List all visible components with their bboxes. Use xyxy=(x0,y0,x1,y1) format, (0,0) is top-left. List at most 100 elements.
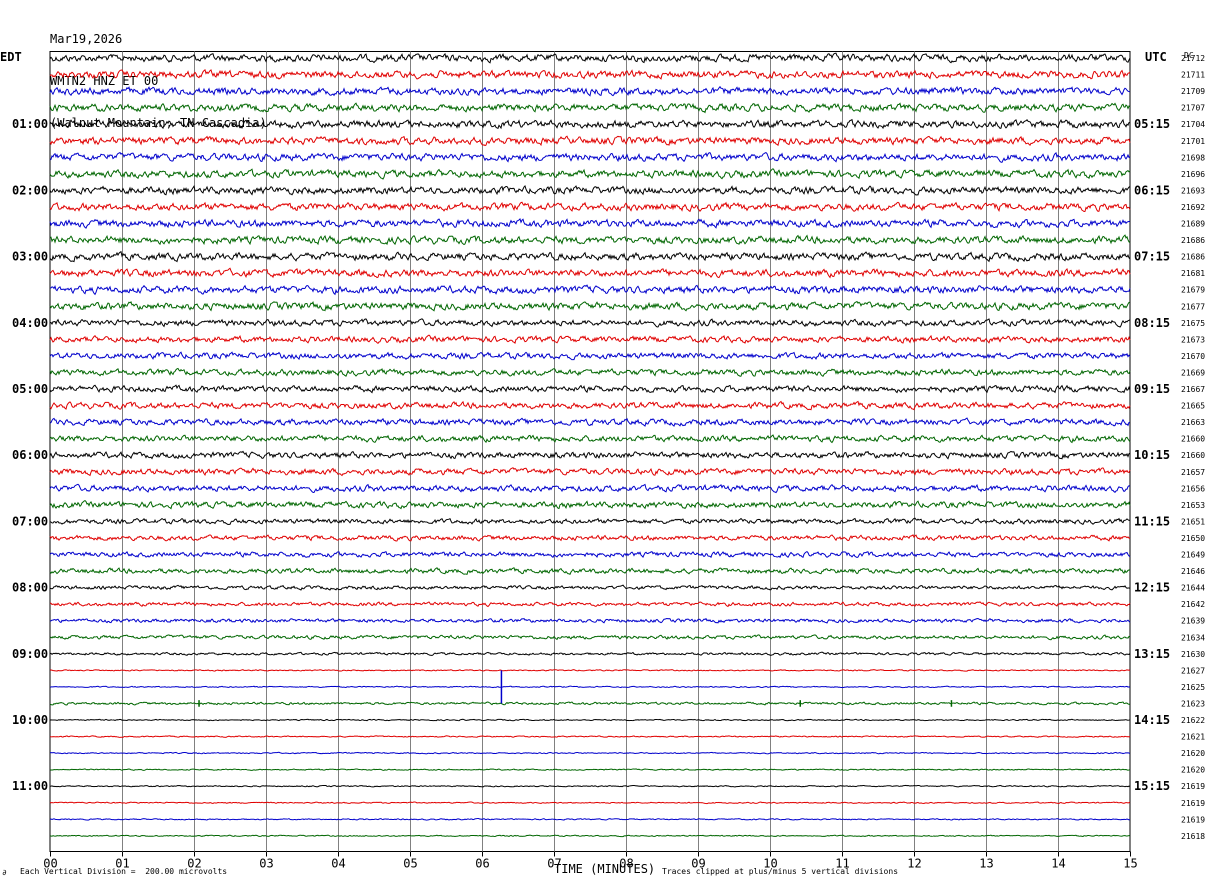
x-tick-label: 09 xyxy=(691,857,705,871)
x-tick-label: 02 xyxy=(187,857,201,871)
seismic-trace xyxy=(49,768,1131,771)
plot-frame xyxy=(49,51,1131,852)
dc-offset-label: 21619 xyxy=(1181,782,1205,791)
dc-offset-label: 21663 xyxy=(1181,418,1205,427)
edt-hour-label: 06:00 xyxy=(12,448,48,462)
seismic-trace xyxy=(49,351,1131,361)
x-tick-label: 07 xyxy=(547,857,561,871)
dc-offset-label: 21634 xyxy=(1181,633,1205,642)
dc-offset-label: 21639 xyxy=(1181,617,1205,626)
seismic-trace xyxy=(49,601,1131,608)
utc-hour-label: 05:15 xyxy=(1134,117,1170,131)
x-tick-label: 06 xyxy=(475,857,489,871)
dc-offset-label: 21693 xyxy=(1181,186,1205,195)
seismic-trace xyxy=(49,483,1131,494)
dc-offset-label: 21686 xyxy=(1181,236,1205,245)
dc-offset-label: 21623 xyxy=(1181,699,1205,708)
edt-hour-label: 09:00 xyxy=(12,647,48,661)
dc-offset-label: 21696 xyxy=(1181,170,1205,179)
edt-hour-label: 03:00 xyxy=(12,250,48,264)
dc-offset-label: 21642 xyxy=(1181,600,1205,609)
dc-offset-label: 21681 xyxy=(1181,269,1205,278)
dc-offset-label: 21644 xyxy=(1181,584,1205,593)
edt-hour-label: 08:00 xyxy=(12,581,48,595)
seismic-trace xyxy=(49,367,1131,377)
seismic-trace xyxy=(49,751,1131,755)
seismic-trace xyxy=(49,651,1131,657)
utc-hour-label: 14:15 xyxy=(1134,713,1170,727)
dc-offset-label: 21620 xyxy=(1181,766,1205,775)
seismic-trace xyxy=(49,718,1131,722)
utc-hour-label: 10:15 xyxy=(1134,448,1170,462)
x-tick-label: 10 xyxy=(763,857,777,871)
dc-offset-label: 21625 xyxy=(1181,683,1205,692)
edt-hour-label: 01:00 xyxy=(12,117,48,131)
seismic-trace xyxy=(49,801,1131,805)
seismic-trace xyxy=(49,784,1131,788)
x-tick-label: 14 xyxy=(1051,857,1065,871)
dc-offset-label: 21665 xyxy=(1181,402,1205,411)
header-channel: WMTN2 HNZ ET 00 xyxy=(50,74,159,88)
dc-offset-label: 21660 xyxy=(1181,435,1205,444)
seismic-trace xyxy=(49,102,1131,114)
x-tick-label: 05 xyxy=(403,857,417,871)
dc-offset-label: 21675 xyxy=(1181,319,1205,328)
dc-offset-label: 21619 xyxy=(1181,815,1205,824)
dc-offset-label: 21679 xyxy=(1181,286,1205,295)
dc-offset-label: 21653 xyxy=(1181,501,1205,510)
dc-offset-label: 21670 xyxy=(1181,352,1205,361)
x-tick-label: 00 xyxy=(43,857,57,871)
utc-hour-label: 15:15 xyxy=(1134,779,1170,793)
header-date: Mar19,2026 xyxy=(50,32,123,46)
dc-offset-label: 21622 xyxy=(1181,716,1205,725)
right-timezone-label: UTC xyxy=(1145,50,1167,64)
x-tick-label: 15 xyxy=(1123,857,1137,871)
utc-hour-label: 12:15 xyxy=(1134,581,1170,595)
seismic-trace xyxy=(49,168,1131,180)
seismic-trace xyxy=(49,250,1131,263)
dc-offset-label: 21711 xyxy=(1181,71,1205,80)
seismic-trace xyxy=(49,52,1131,64)
edt-hour-label: 02:00 xyxy=(12,183,48,197)
left-timezone-label: EDT xyxy=(0,50,22,64)
dc-offset-label: 21669 xyxy=(1181,368,1205,377)
seismic-trace xyxy=(49,634,1131,641)
seismic-trace xyxy=(49,384,1131,394)
seismic-trace xyxy=(49,185,1131,196)
seismic-trace xyxy=(49,584,1131,591)
dc-offset-label: 21630 xyxy=(1181,650,1205,659)
x-tick-label: 03 xyxy=(259,857,273,871)
utc-hour-label: 13:15 xyxy=(1134,647,1170,661)
seismic-trace xyxy=(49,735,1131,738)
dc-offset-label: 21619 xyxy=(1181,799,1205,808)
dc-offset-label: 21707 xyxy=(1181,104,1205,113)
dc-offset-label: 21646 xyxy=(1181,567,1205,576)
seismic-trace xyxy=(49,434,1131,444)
utc-hour-label: 06:15 xyxy=(1134,183,1170,197)
dc-offset-label: 21673 xyxy=(1181,335,1205,344)
seismic-trace xyxy=(49,334,1131,345)
seismic-trace xyxy=(49,817,1131,821)
seismic-trace xyxy=(49,118,1131,130)
seismic-trace xyxy=(49,499,1131,510)
seismic-trace xyxy=(49,300,1131,312)
x-tick-label: 13 xyxy=(979,857,993,871)
dc-offset-label: 21651 xyxy=(1181,517,1205,526)
seismic-trace xyxy=(49,234,1131,246)
edt-hour-label: 05:00 xyxy=(12,382,48,396)
seismic-trace xyxy=(49,151,1131,163)
seismic-trace xyxy=(49,69,1131,80)
dc-label: DC xyxy=(1184,51,1194,60)
edt-hour-label: 04:00 xyxy=(12,316,48,330)
dc-offset-label: 21667 xyxy=(1181,385,1205,394)
seismic-trace xyxy=(49,217,1131,229)
seismic-trace xyxy=(49,85,1131,97)
dc-offset-label: 21627 xyxy=(1181,666,1205,675)
dc-offset-label: 21709 xyxy=(1181,87,1205,96)
seismic-trace xyxy=(49,701,1131,706)
dc-offset-label: 21704 xyxy=(1181,120,1205,129)
scale-note: Each Vertical Division = 200.00 microvol… xyxy=(20,867,228,876)
seismic-trace xyxy=(49,267,1131,279)
corner-mark: ∂ xyxy=(2,868,7,877)
seismic-trace xyxy=(49,669,1131,672)
